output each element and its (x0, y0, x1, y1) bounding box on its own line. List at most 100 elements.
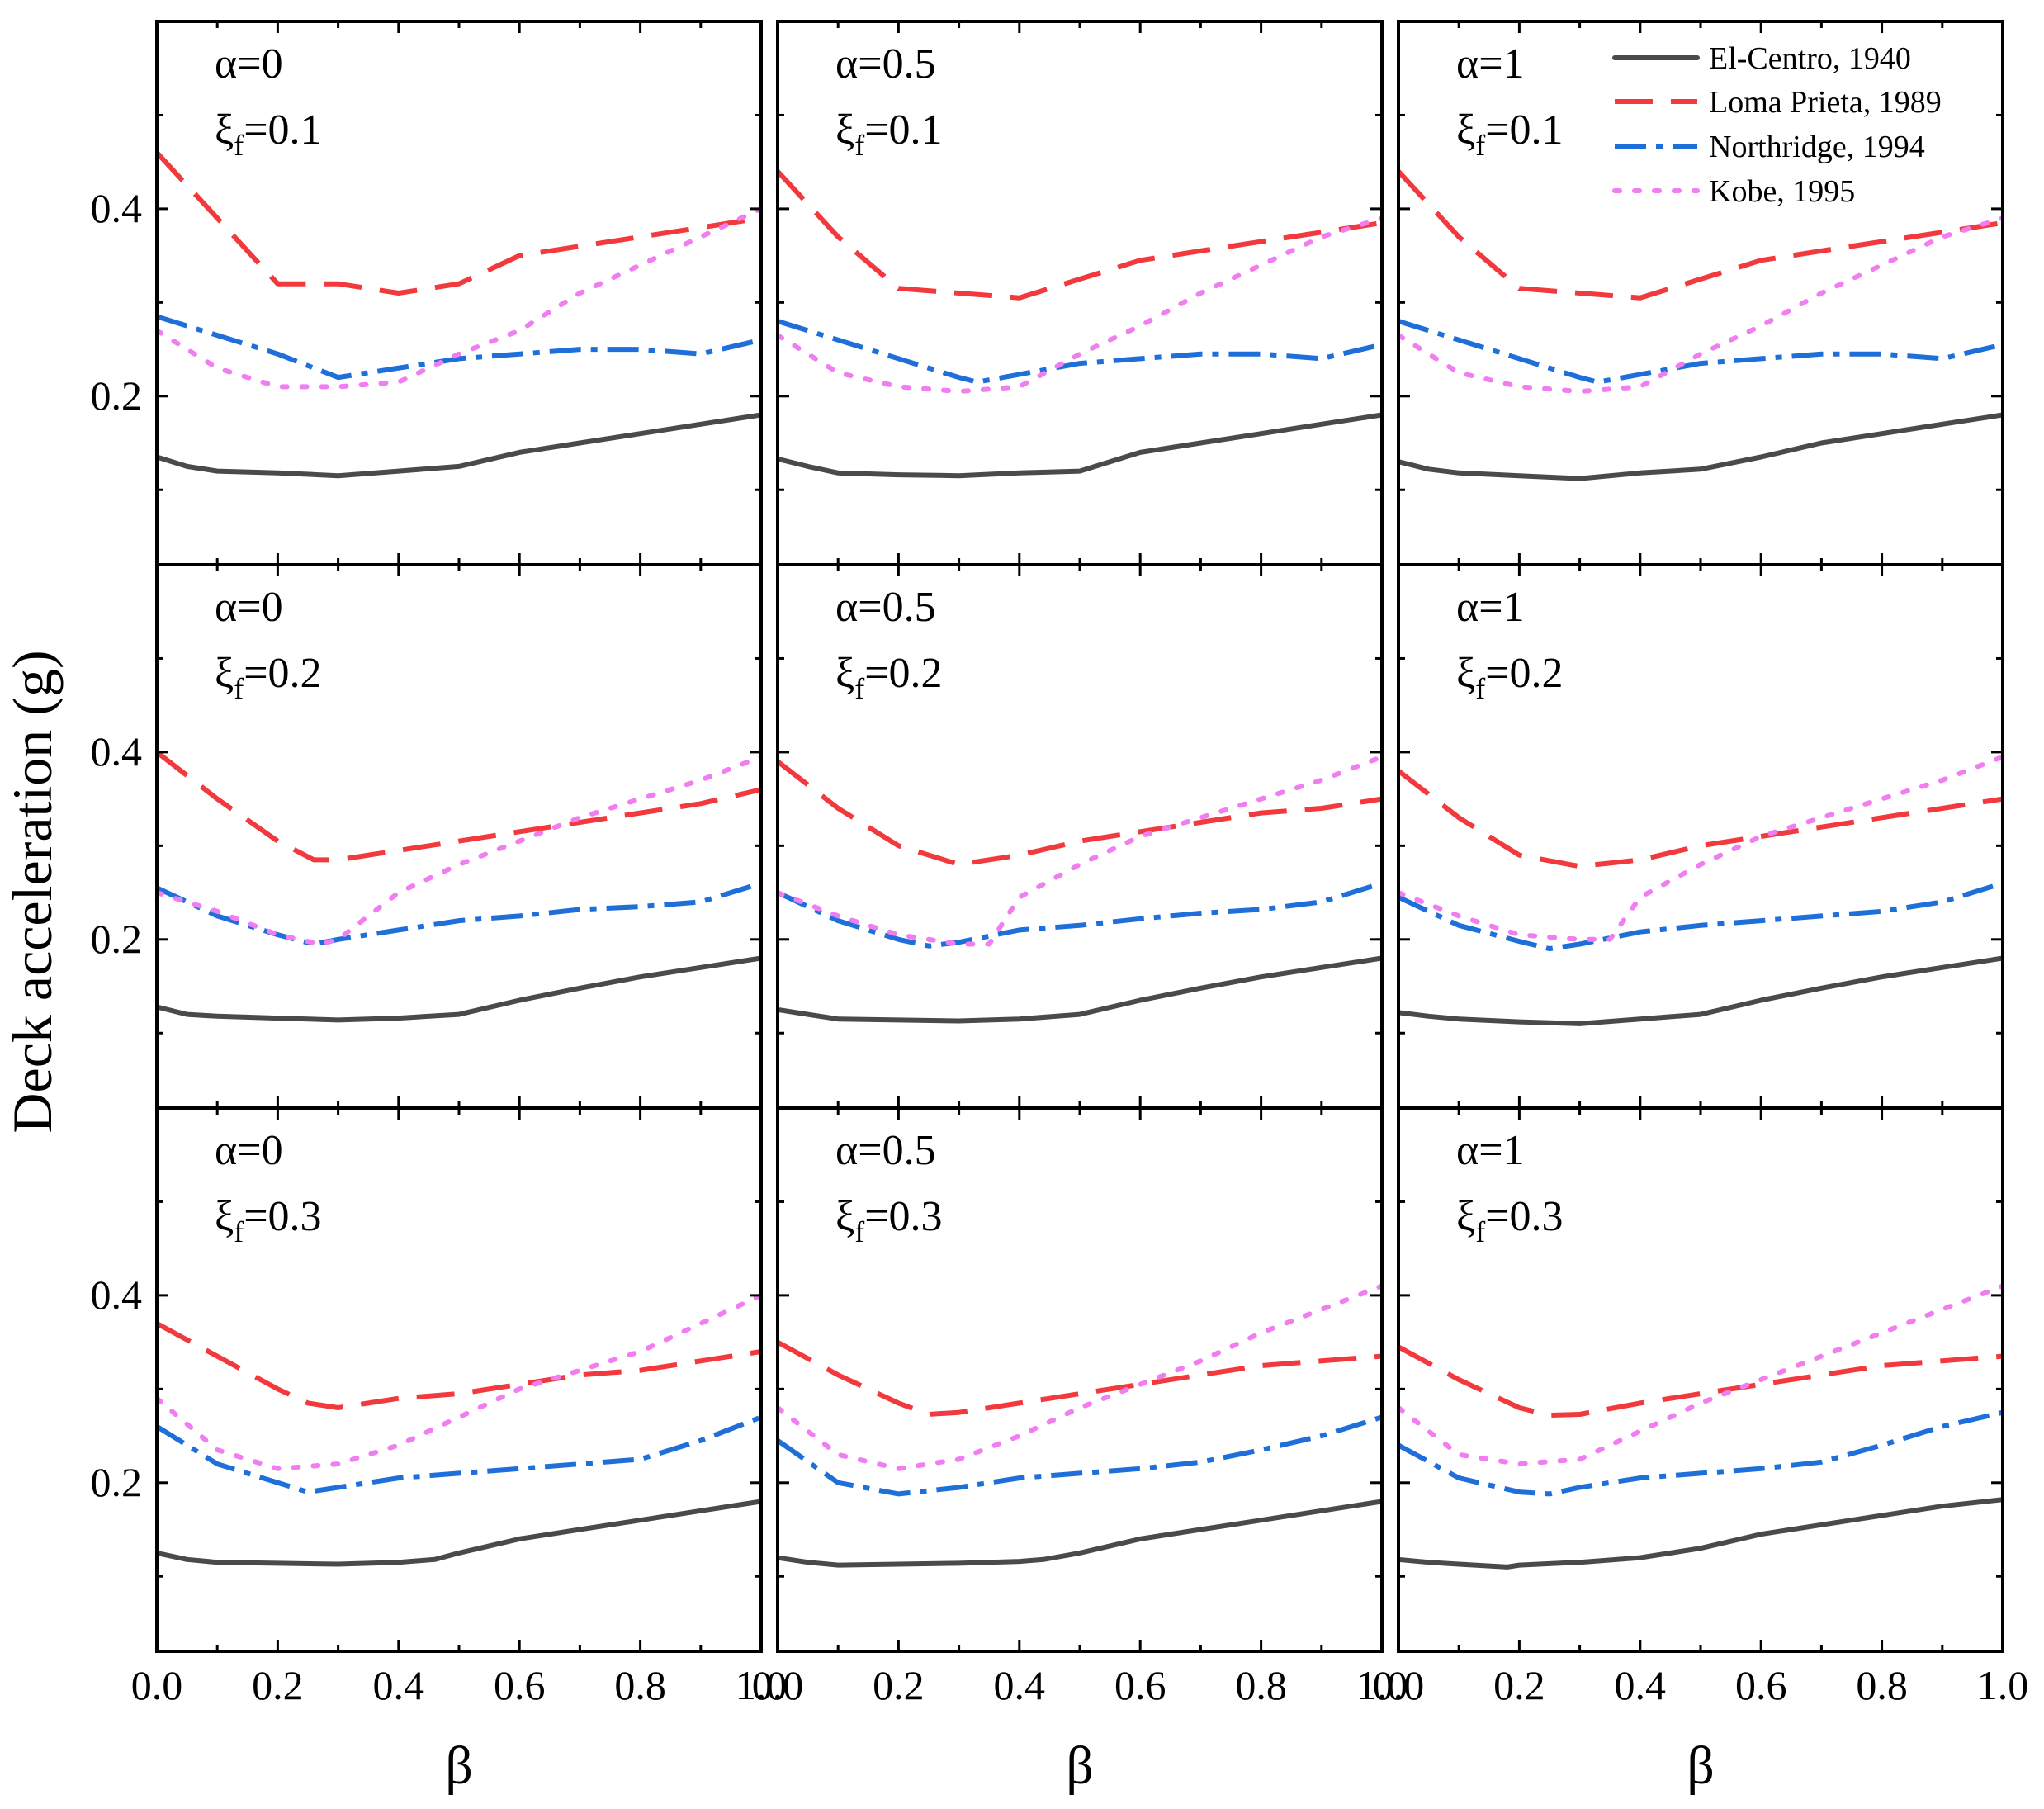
x-tick-label: 0.6 (1735, 1662, 1787, 1708)
x-tick-label: 0.8 (1235, 1662, 1287, 1708)
series-lines (1398, 1283, 2003, 1570)
series-line-el-centro (1398, 955, 2003, 1026)
x-axis-label: β (445, 1736, 473, 1796)
x-tick-labels: 0.0 0.2 0.4 0.6 0.8 1.00.0 0.2 0.4 0.6 0.8 1.00.0 0… (131, 1662, 2029, 1708)
x-tick-label: 0.0 (1373, 1662, 1425, 1708)
x-tick-label: 1.0 (1977, 1662, 2029, 1708)
xi-value: =0.2 (864, 650, 942, 697)
series-lines (157, 750, 761, 1023)
panel-alpha-label: α=0 (215, 584, 283, 631)
panel-xi-label: ξf=0.2 (835, 650, 943, 705)
series-line-kobe (157, 754, 761, 947)
series-line-el-centro (1398, 1497, 2003, 1570)
x-tick-label: 0.6 (494, 1662, 546, 1708)
y-tick-labels: 0.2 0.4 0.2 0.4 0.2 0.4 (91, 185, 143, 1505)
xi-symbol: ξ (215, 650, 234, 697)
panel-6: α=1 ξf=0.2 (1397, 563, 2004, 1110)
x-tick-label: 0.8 (1856, 1662, 1908, 1708)
legend-label: Loma Prieta, 1989 (1709, 85, 1942, 120)
panel-xi-label: ξf=0.3 (1456, 1193, 1564, 1248)
xi-symbol: ξ (835, 107, 854, 154)
panel-9: α=1 ξf=0.3 (1397, 1106, 2004, 1653)
legend-label: Northridge, 1994 (1709, 130, 1925, 164)
panel-8: α=0.5 ξf=0.3 (776, 1106, 1384, 1653)
panel-frame (155, 20, 763, 566)
panel-alpha-label: α=1 (1456, 584, 1525, 631)
series-lines (1398, 169, 2003, 481)
panel-xi-label: ξf=0.3 (835, 1193, 943, 1248)
series-line-loma-prieta (157, 750, 761, 863)
xi-subscript: f (854, 672, 864, 705)
panel-frame (1397, 563, 2004, 1110)
legend-item-northridge: Northridge, 1994 (1615, 130, 1925, 164)
x-tick-label: 0.4 (994, 1662, 1046, 1708)
panel-4: α=0 ξf=0.2 (155, 563, 763, 1110)
series-line-kobe (157, 1292, 761, 1471)
panel-xi-label: ξf=0.1 (215, 107, 322, 162)
series-line-northridge (1398, 319, 2003, 385)
xi-subscript: f (854, 1215, 864, 1248)
xi-subscript: f (234, 672, 244, 705)
panel-alpha-label: α=0.5 (835, 584, 936, 631)
series-line-el-centro (157, 412, 761, 479)
series-line-northridge (157, 880, 761, 947)
xi-symbol: ξ (1456, 650, 1475, 697)
x-axis-label: β (1687, 1736, 1715, 1796)
legend-label: Kobe, 1995 (1709, 174, 1855, 209)
panel-xi-label: ξf=0.1 (1456, 107, 1564, 162)
panel-alpha-label: α=1 (1456, 40, 1525, 88)
panel-xi-label: ξf=0.1 (835, 107, 943, 162)
x-tick-label: 0.2 (873, 1662, 925, 1708)
series-line-loma-prieta (778, 169, 1382, 301)
series-line-kobe (157, 206, 761, 390)
xi-value: =0.3 (864, 1193, 942, 1240)
series-lines (778, 169, 1382, 479)
series-line-northridge (778, 319, 1382, 385)
xi-symbol: ξ (1456, 1193, 1475, 1240)
series-lines (1398, 754, 2003, 1026)
series-line-el-centro (157, 955, 761, 1023)
x-tick-label: 0.0 (131, 1662, 183, 1708)
y-tick-label: 0.4 (91, 728, 143, 774)
series-lines (778, 754, 1382, 1024)
series-line-loma-prieta (778, 1339, 1382, 1417)
x-tick-label: 1.0 (736, 1662, 788, 1708)
series-line-el-centro (778, 412, 1382, 479)
x-tick-label: 0.8 (614, 1662, 666, 1708)
y-tick-label: 0.4 (91, 185, 143, 231)
xi-value: =0.1 (1485, 107, 1563, 154)
panel-xi-label: ξf=0.3 (215, 1193, 322, 1248)
panel-frame (1397, 1106, 2004, 1653)
legend: El-Centro, 1940 Loma Prieta, 1989 Northrid… (1612, 41, 1942, 209)
panel-frame (155, 563, 763, 1110)
chart-panels: α=0ξf=0.1α=0.5ξf=0.1α=1ξf=0.1α=0ξf=0.2α=… (155, 20, 2004, 1653)
legend-item-loma-prieta: Loma Prieta, 1989 (1615, 85, 1942, 120)
y-tick-label: 0.2 (91, 916, 143, 962)
panel-xi-label: ξf=0.2 (1456, 650, 1564, 705)
series-line-loma-prieta (1398, 1344, 2003, 1418)
x-tick-label: 0.4 (373, 1662, 425, 1708)
panel-7: α=0 ξf=0.3 (155, 1106, 763, 1653)
series-lines (157, 1292, 761, 1567)
series-line-el-centro (1398, 412, 2003, 481)
y-tick-label: 0.2 (91, 1459, 143, 1505)
series-line-loma-prieta (157, 150, 761, 296)
y-tick-label: 0.4 (91, 1272, 143, 1318)
xi-symbol: ξ (835, 1193, 854, 1240)
series-line-el-centro (157, 1499, 761, 1567)
panel-1: α=0 ξf=0.1 (155, 20, 763, 566)
x-tick-label: 0.2 (1493, 1662, 1545, 1708)
series-line-northridge (1398, 880, 2003, 952)
series-line-loma-prieta (157, 1321, 761, 1410)
series-line-el-centro (778, 1499, 1382, 1568)
series-line-kobe (1398, 754, 2003, 942)
xi-value: =0.1 (864, 107, 942, 154)
legend-label: El-Centro, 1940 (1709, 41, 1911, 76)
x-tick-label: 0.2 (252, 1662, 304, 1708)
x-tick-label: 0.6 (1114, 1662, 1166, 1708)
series-line-loma-prieta (1398, 169, 2003, 301)
panel-alpha-label: α=0.5 (835, 40, 936, 88)
panel-frame (776, 1106, 1384, 1653)
